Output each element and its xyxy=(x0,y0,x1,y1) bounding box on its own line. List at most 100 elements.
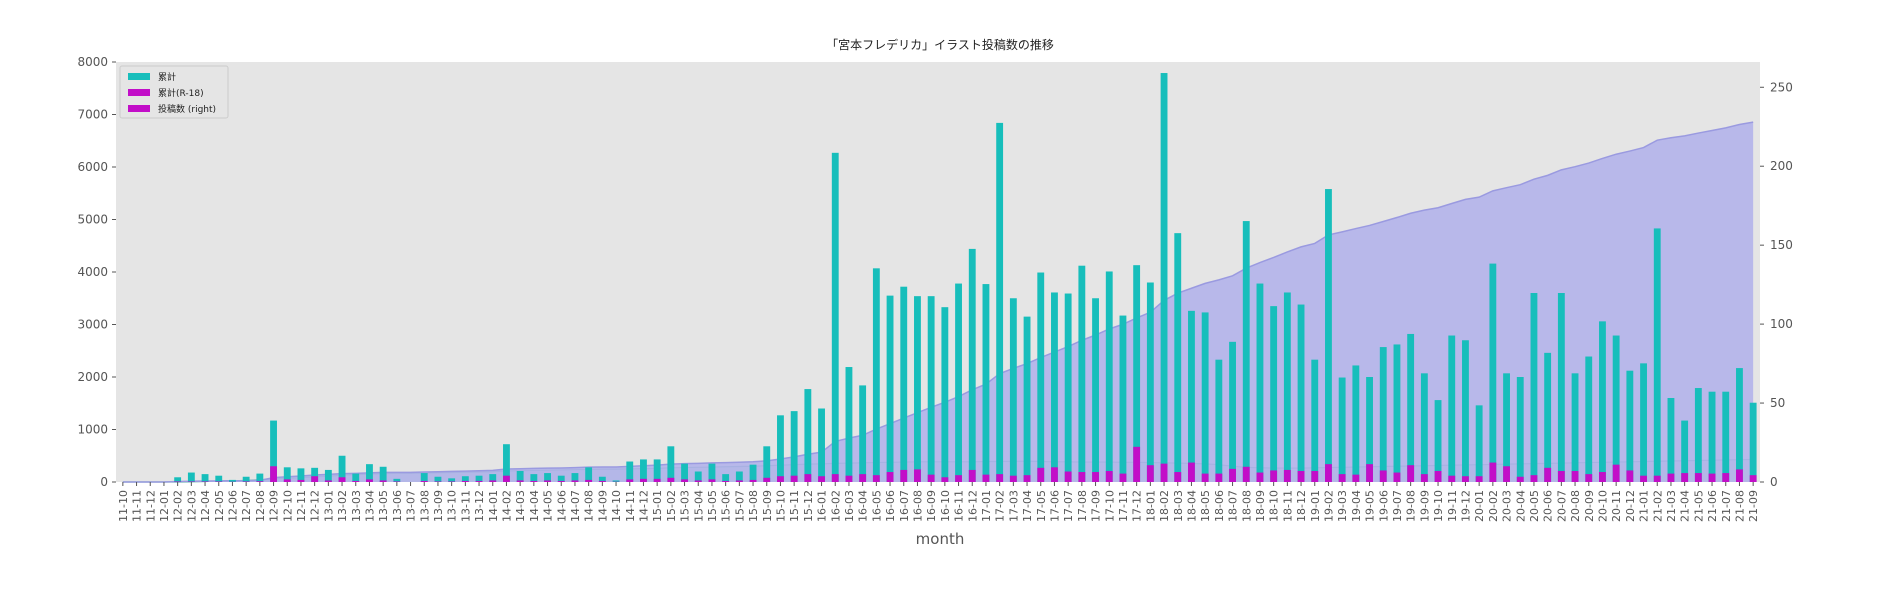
y-tick-label-left: 6000 xyxy=(77,160,108,174)
bar-total xyxy=(1023,316,1031,482)
x-tick-label: 19-08 xyxy=(1405,490,1418,522)
bar-r18 xyxy=(187,481,195,482)
bar-r18 xyxy=(1366,464,1373,482)
bar-r18 xyxy=(174,481,182,482)
bar-total xyxy=(1489,263,1497,482)
bar-total xyxy=(1256,283,1264,482)
x-tick-label: 18-01 xyxy=(1144,490,1157,522)
bar-r18 xyxy=(1352,474,1360,482)
bar-r18 xyxy=(1530,475,1538,482)
x-tick-label: 15-01 xyxy=(651,490,664,522)
bar-total xyxy=(201,474,209,482)
bar-total xyxy=(1160,73,1168,483)
bar-r18 xyxy=(968,469,976,482)
x-tick-label: 13-04 xyxy=(363,490,376,522)
bar-total xyxy=(1448,335,1456,482)
bar-total xyxy=(229,479,236,482)
bar-r18 xyxy=(1653,475,1661,482)
bar-r18 xyxy=(1009,475,1017,482)
bar-total xyxy=(1420,373,1428,482)
bar-r18 xyxy=(475,480,483,482)
bar-r18 xyxy=(1229,468,1236,482)
bar-r18 xyxy=(763,477,771,482)
bar-total xyxy=(1434,400,1442,482)
bar-total xyxy=(1612,335,1620,482)
bar-r18 xyxy=(1297,470,1305,482)
bar-total xyxy=(324,469,332,482)
x-tick-label: 13-11 xyxy=(459,490,472,522)
bar-total xyxy=(1557,293,1565,482)
x-tick-label: 14-12 xyxy=(637,490,650,522)
x-tick-label: 12-08 xyxy=(254,490,267,522)
bar-r18 xyxy=(818,476,825,482)
x-tick-label: 12-03 xyxy=(185,490,198,522)
bar-total xyxy=(1626,370,1634,482)
bar-r18 xyxy=(1092,472,1099,482)
bar-r18 xyxy=(1119,473,1127,482)
x-tick-label: 19-02 xyxy=(1322,490,1335,522)
bar-total xyxy=(187,472,195,482)
bar-total xyxy=(640,459,647,482)
bar-total xyxy=(763,446,771,482)
bar-total xyxy=(1352,365,1360,482)
bar-r18 xyxy=(749,479,757,482)
bar-total xyxy=(1242,221,1250,482)
x-tick-label: 19-09 xyxy=(1418,490,1431,522)
x-tick-label: 14-05 xyxy=(542,490,555,522)
x-axis-label: month xyxy=(916,530,965,548)
bar-r18 xyxy=(1242,466,1250,482)
bar-r18 xyxy=(242,481,250,482)
x-tick-label: 14-03 xyxy=(514,490,527,522)
bar-total xyxy=(790,411,798,482)
x-tick-label: 14-09 xyxy=(596,490,609,522)
bar-total xyxy=(1270,306,1278,482)
bar-r18 xyxy=(1585,474,1593,482)
x-tick-label: 19-06 xyxy=(1377,490,1390,522)
y-tick-label-left: 0 xyxy=(100,475,108,489)
x-tick-label: 16-01 xyxy=(816,490,829,522)
x-tick-label: 21-06 xyxy=(1706,490,1719,522)
x-tick-label: 18-09 xyxy=(1254,490,1267,522)
bar-total xyxy=(1174,233,1182,482)
bar-total xyxy=(1503,373,1510,482)
bar-total xyxy=(612,480,620,482)
bar-r18 xyxy=(215,481,223,482)
bar-total xyxy=(1736,368,1743,482)
bar-r18 xyxy=(283,479,291,482)
x-tick-label: 19-03 xyxy=(1336,490,1349,522)
bar-total xyxy=(434,476,442,482)
bar-total xyxy=(598,476,606,482)
bar-total xyxy=(1325,189,1332,483)
bar-r18 xyxy=(585,479,593,482)
x-tick-label: 16-03 xyxy=(843,490,856,522)
bar-total xyxy=(694,471,702,482)
bar-r18 xyxy=(886,472,894,482)
bar-total xyxy=(626,461,634,482)
bar-r18 xyxy=(1749,475,1757,482)
x-tick-label: 13-10 xyxy=(446,490,459,522)
bar-total xyxy=(1475,405,1483,482)
x-tick-label: 21-02 xyxy=(1651,490,1664,522)
x-tick-label: 12-07 xyxy=(240,490,253,522)
bar-total xyxy=(735,471,743,482)
x-tick-label: 11-10 xyxy=(117,490,130,522)
bar-r18 xyxy=(311,476,319,482)
bar-r18 xyxy=(914,469,921,482)
bar-r18 xyxy=(366,479,373,482)
bar-r18 xyxy=(1146,465,1154,482)
bar-total xyxy=(461,476,469,482)
bar-r18 xyxy=(503,475,510,482)
bar-r18 xyxy=(1736,469,1743,482)
bar-total xyxy=(804,389,812,482)
bar-total xyxy=(1640,363,1647,482)
x-tick-label: 19-07 xyxy=(1391,490,1404,522)
bar-r18 xyxy=(1311,470,1319,482)
bar-r18 xyxy=(900,469,908,482)
x-tick-label: 20-06 xyxy=(1542,490,1555,522)
bar-total xyxy=(1393,344,1401,482)
bar-total xyxy=(872,268,880,482)
bar-total xyxy=(1146,282,1154,482)
bar-total xyxy=(1516,377,1524,482)
bar-total xyxy=(544,473,551,482)
